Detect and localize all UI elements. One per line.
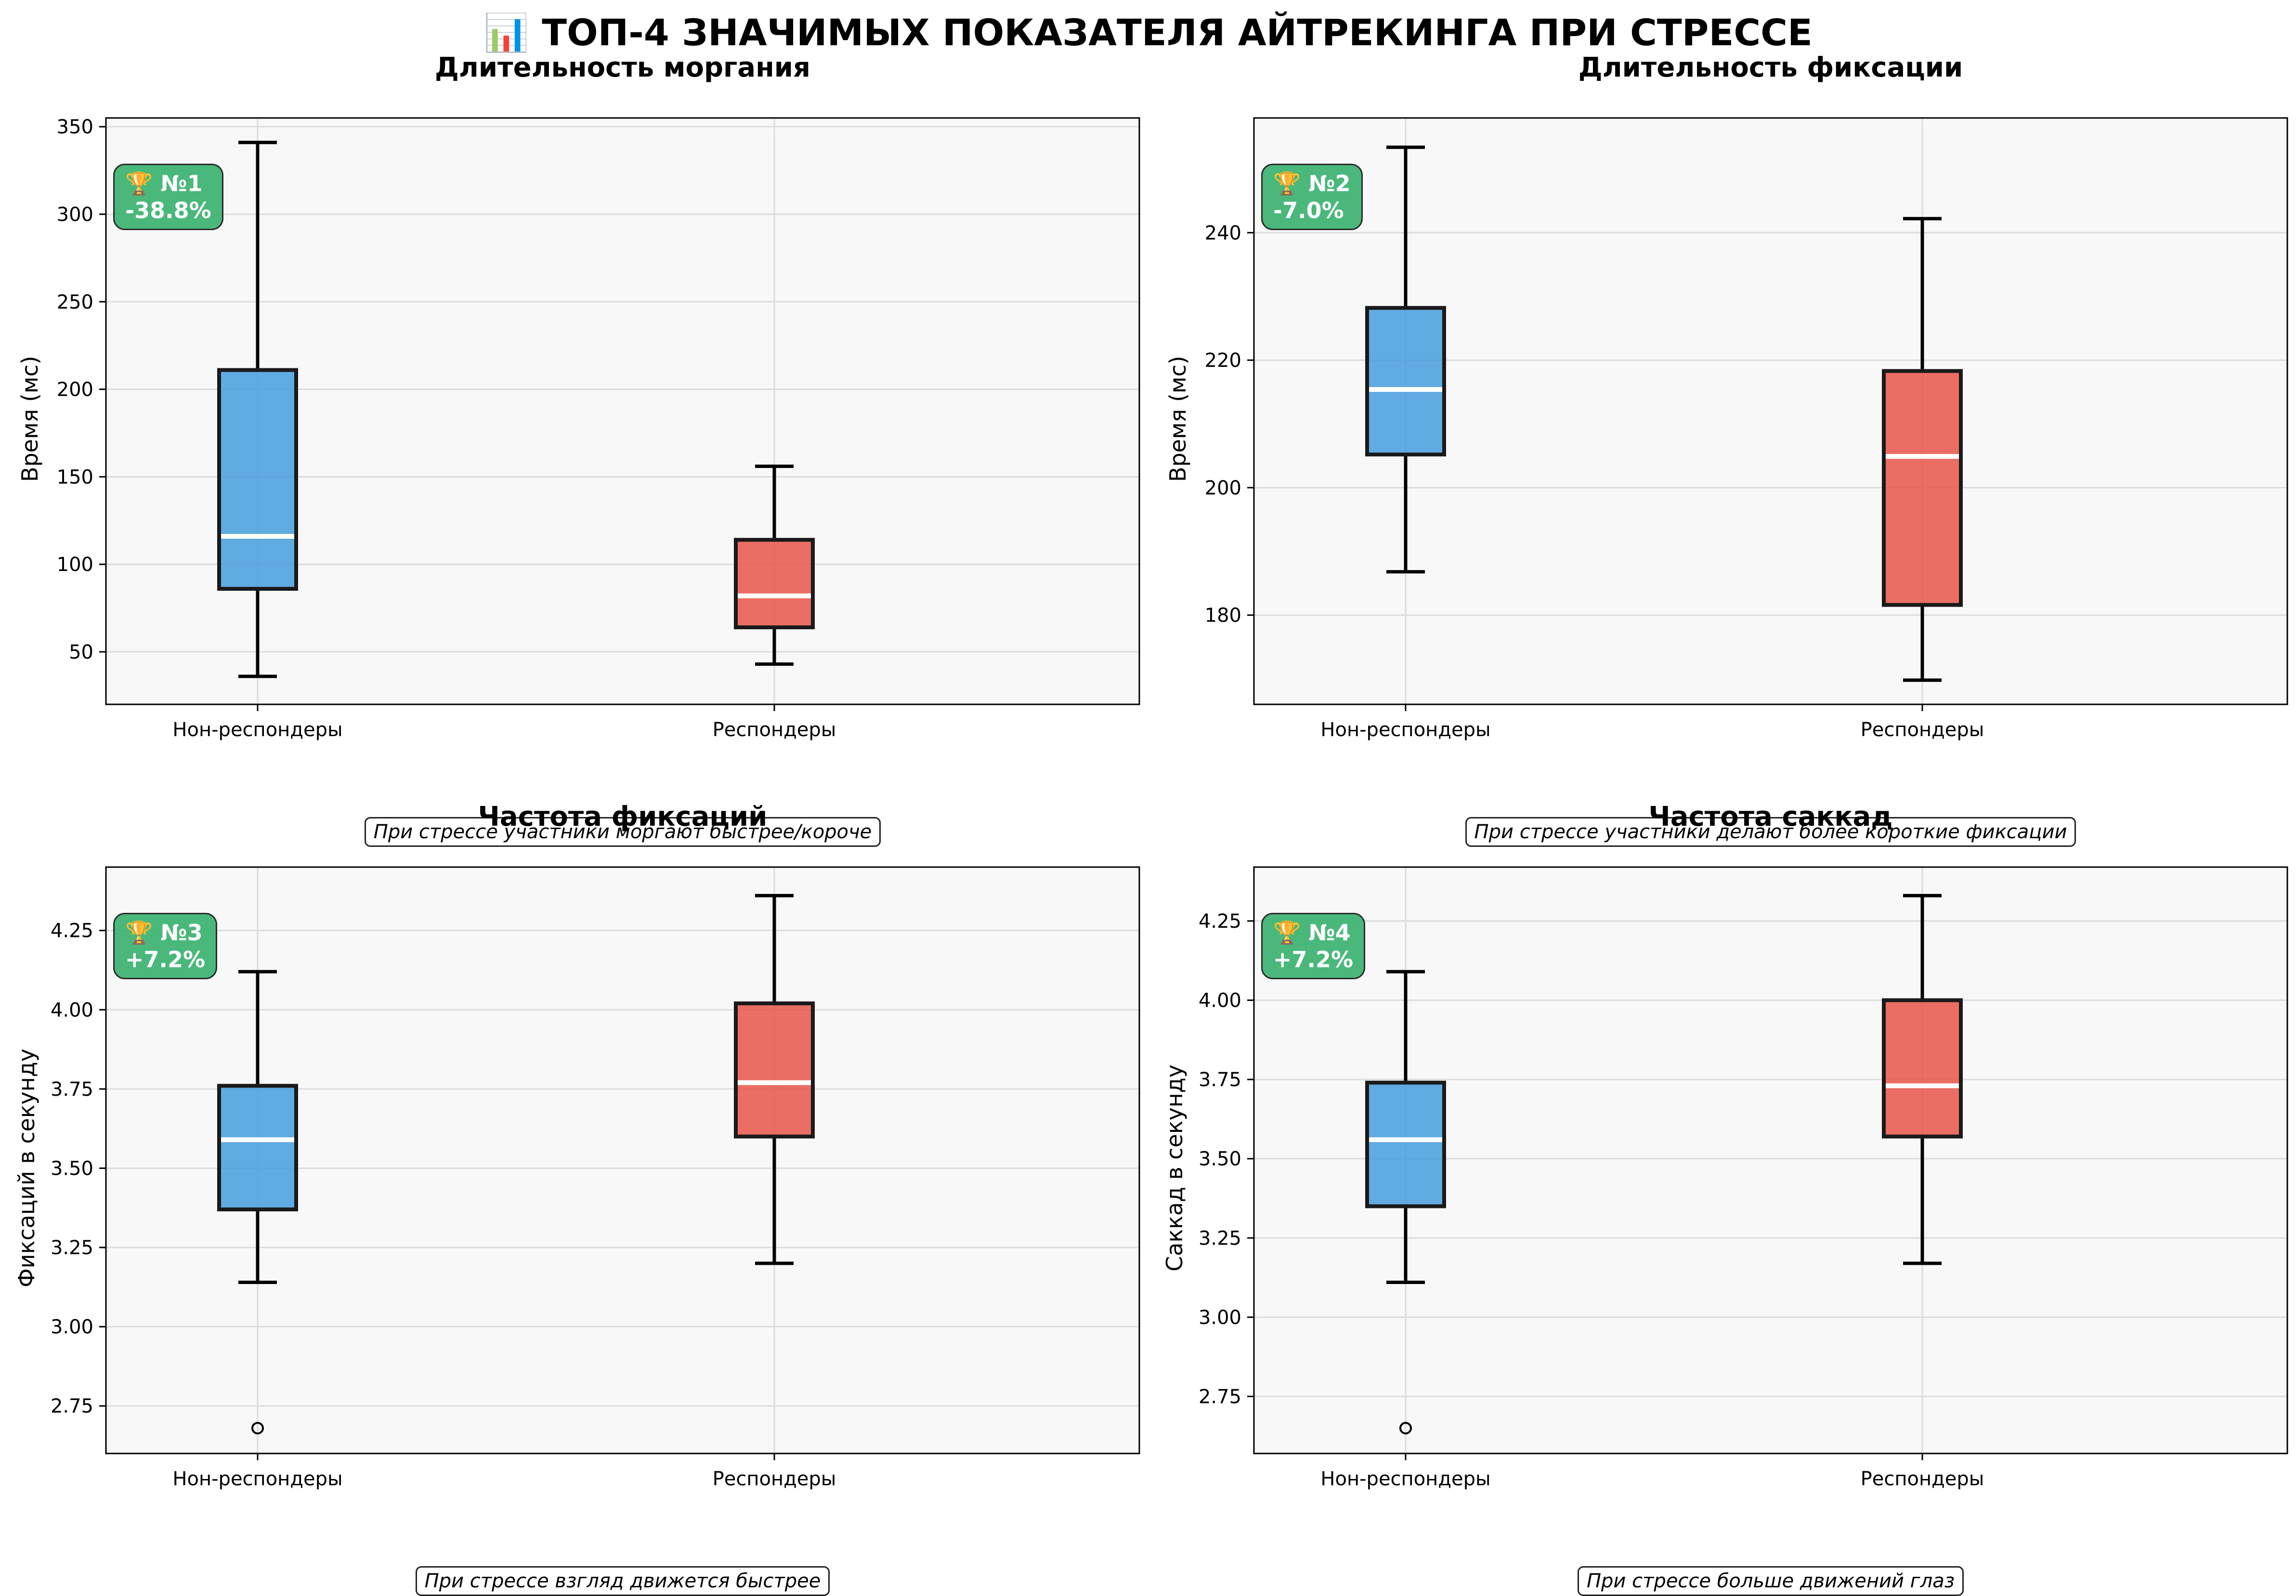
chart-title: Частота фиксаций (478, 801, 768, 832)
iqr-box (1365, 306, 1446, 457)
chart-svg: 2.75 3.00 3.25 3.50 3.75 4.00 4.25 Нон-респонде… (1199, 866, 2288, 1490)
iqr-box (1365, 1080, 1446, 1208)
y-axis: 180 200 220 240 (1205, 222, 1254, 627)
x-tick-label: Нон-респондеры (1320, 719, 1490, 741)
y-tick-label: 4.00 (1199, 990, 1241, 1012)
caption-box: При стрессе взгляд движется быстрее (106, 1566, 1139, 1596)
x-tick-label: Респондеры (1861, 719, 1984, 741)
plot-frame (1253, 117, 2288, 705)
chart-title: Частота саккад (1648, 801, 1893, 832)
y-tick-label: 4.25 (1199, 910, 1241, 933)
outlier-point (251, 1422, 264, 1435)
x-tick-label: Респондеры (713, 1468, 836, 1490)
chart-title: Длительность моргания (435, 52, 810, 83)
chart-title: Длительность фиксации (1578, 52, 1963, 83)
y-tick-label: 300 (57, 204, 93, 226)
iqr-box (734, 538, 815, 630)
outlier-point (1399, 1422, 1412, 1435)
y-tick-label: 100 (57, 554, 93, 576)
y-axis: 2.75 3.00 3.25 3.50 3.75 4.00 4.25 (1199, 910, 1254, 1408)
chart-panel-saccade-rate: Частота саккад Саккад в секунду 2.75 3.00… (1148, 797, 2296, 1596)
caption-text: При стрессе взгляд движется быстрее (415, 1566, 830, 1596)
y-tick-label: 3.50 (1199, 1148, 1241, 1170)
box-responders (1882, 894, 1963, 1265)
y-tick-label: 350 (57, 116, 93, 138)
caption-box: При стрессе участники делают более корот… (1254, 817, 2287, 847)
y-tick-label: 3.25 (1199, 1227, 1241, 1249)
figure-title: 📊 ТОП-4 ЗНАЧИМЫХ ПОКАЗАТЕЛЯ АЙТРЕКИНГА П… (483, 11, 1813, 54)
y-tick-label: 200 (1205, 477, 1241, 499)
iqr-box (1882, 998, 1963, 1139)
y-tick-label: 3.75 (51, 1078, 93, 1101)
box-non-responders (1365, 970, 1446, 1435)
caption-box: При стрессе участники моргают быстрее/ко… (106, 817, 1139, 847)
plot-frame (105, 866, 1140, 1454)
chart-panel-blink-duration: Длительность моргания Время (мс) 50 100 15… (0, 48, 1148, 847)
y-tick-label: 250 (57, 291, 93, 313)
y-tick-label: 4.25 (51, 920, 93, 942)
x-tick-label: Нон-респондеры (172, 1468, 342, 1490)
iqr-box (217, 1084, 298, 1212)
y-tick-label: 200 (57, 379, 93, 401)
y-tick-label: 2.75 (51, 1395, 93, 1417)
box-non-responders (1365, 145, 1446, 574)
caption-box: При стрессе больше движений глаз (1254, 1566, 2287, 1596)
box-responders (734, 894, 815, 1265)
badge-change: +7.2% (1273, 947, 1354, 973)
badge-rank: 🏆 №2 (1273, 170, 1351, 196)
rank-badge: 🏆 №1 -38.8% (113, 164, 223, 230)
y-tick-label: 3.00 (1199, 1307, 1241, 1329)
badge-rank: 🏆 №1 (125, 170, 203, 196)
plot-frame (1253, 866, 2288, 1454)
x-tick-label: Респондеры (1861, 1468, 1984, 1490)
box-non-responders (217, 141, 298, 678)
iqr-box (217, 368, 298, 591)
chart-svg: 50 100 150 200 250 300 350 Нон-респондеры Респон… (57, 116, 1140, 741)
y-tick-label: 180 (1205, 605, 1241, 627)
x-tick-label: Респондеры (713, 719, 836, 741)
x-axis: Нон-респондеры Респондеры (172, 1453, 836, 1490)
caption-text: При стрессе больше движений глаз (1577, 1566, 1964, 1596)
plot-frame (105, 117, 1140, 705)
box-responders (734, 465, 815, 666)
x-axis: Нон-респондеры Респондеры (172, 704, 836, 741)
badge-change: -7.0% (1273, 197, 1344, 223)
y-tick-label: 3.25 (51, 1237, 93, 1259)
x-axis: Нон-респондеры Респондеры (1320, 704, 1984, 741)
y-axis: 50 100 150 200 250 300 350 (57, 116, 106, 663)
y-tick-label: 2.75 (1199, 1386, 1241, 1408)
caption-text: При стрессе участники моргают быстрее/ко… (364, 817, 881, 847)
x-tick-label: Нон-респондеры (1320, 1468, 1490, 1490)
badge-rank: 🏆 №3 (125, 920, 203, 946)
rank-badge: 🏆 №4 +7.2% (1261, 913, 1366, 979)
rank-badge: 🏆 №2 -7.0% (1261, 164, 1363, 230)
y-tick-label: 220 (1205, 350, 1241, 372)
y-axis: 2.75 3.00 3.25 3.50 3.75 4.00 4.25 (51, 920, 106, 1417)
y-tick-label: 3.00 (51, 1316, 93, 1338)
x-tick-label: Нон-респондеры (172, 719, 342, 741)
y-tick-label: 3.75 (1199, 1069, 1241, 1091)
x-axis: Нон-респондеры Респондеры (1320, 1453, 1984, 1490)
badge-rank: 🏆 №4 (1273, 920, 1351, 946)
y-tick-label: 3.50 (51, 1157, 93, 1180)
badge-change: -38.8% (125, 197, 211, 223)
chart-svg: 180 200 220 240 Нон-респондеры Респондеры (1205, 117, 2288, 741)
box-responders (1882, 217, 1963, 682)
iqr-box (1882, 369, 1963, 607)
y-tick-label: 240 (1205, 222, 1241, 244)
caption-text: При стрессе участники делают более корот… (1465, 817, 2076, 847)
y-tick-label: 4.00 (51, 999, 93, 1021)
chart-panel-fixation-duration: Длительность фиксации Время (мс) 180 200 2… (1148, 48, 2296, 847)
chart-svg: 2.75 3.00 3.25 3.50 3.75 4.00 4.25 Нон-респонде… (51, 866, 1140, 1490)
rank-badge: 🏆 №3 +7.2% (113, 913, 218, 979)
chart-panel-fixation-rate: Частота фиксаций Фиксаций в секунду 2.75… (0, 797, 1148, 1596)
iqr-box (734, 1001, 815, 1139)
badge-change: +7.2% (125, 947, 206, 973)
box-non-responders (217, 970, 298, 1435)
y-tick-label: 50 (69, 641, 93, 663)
y-tick-label: 150 (57, 466, 93, 488)
